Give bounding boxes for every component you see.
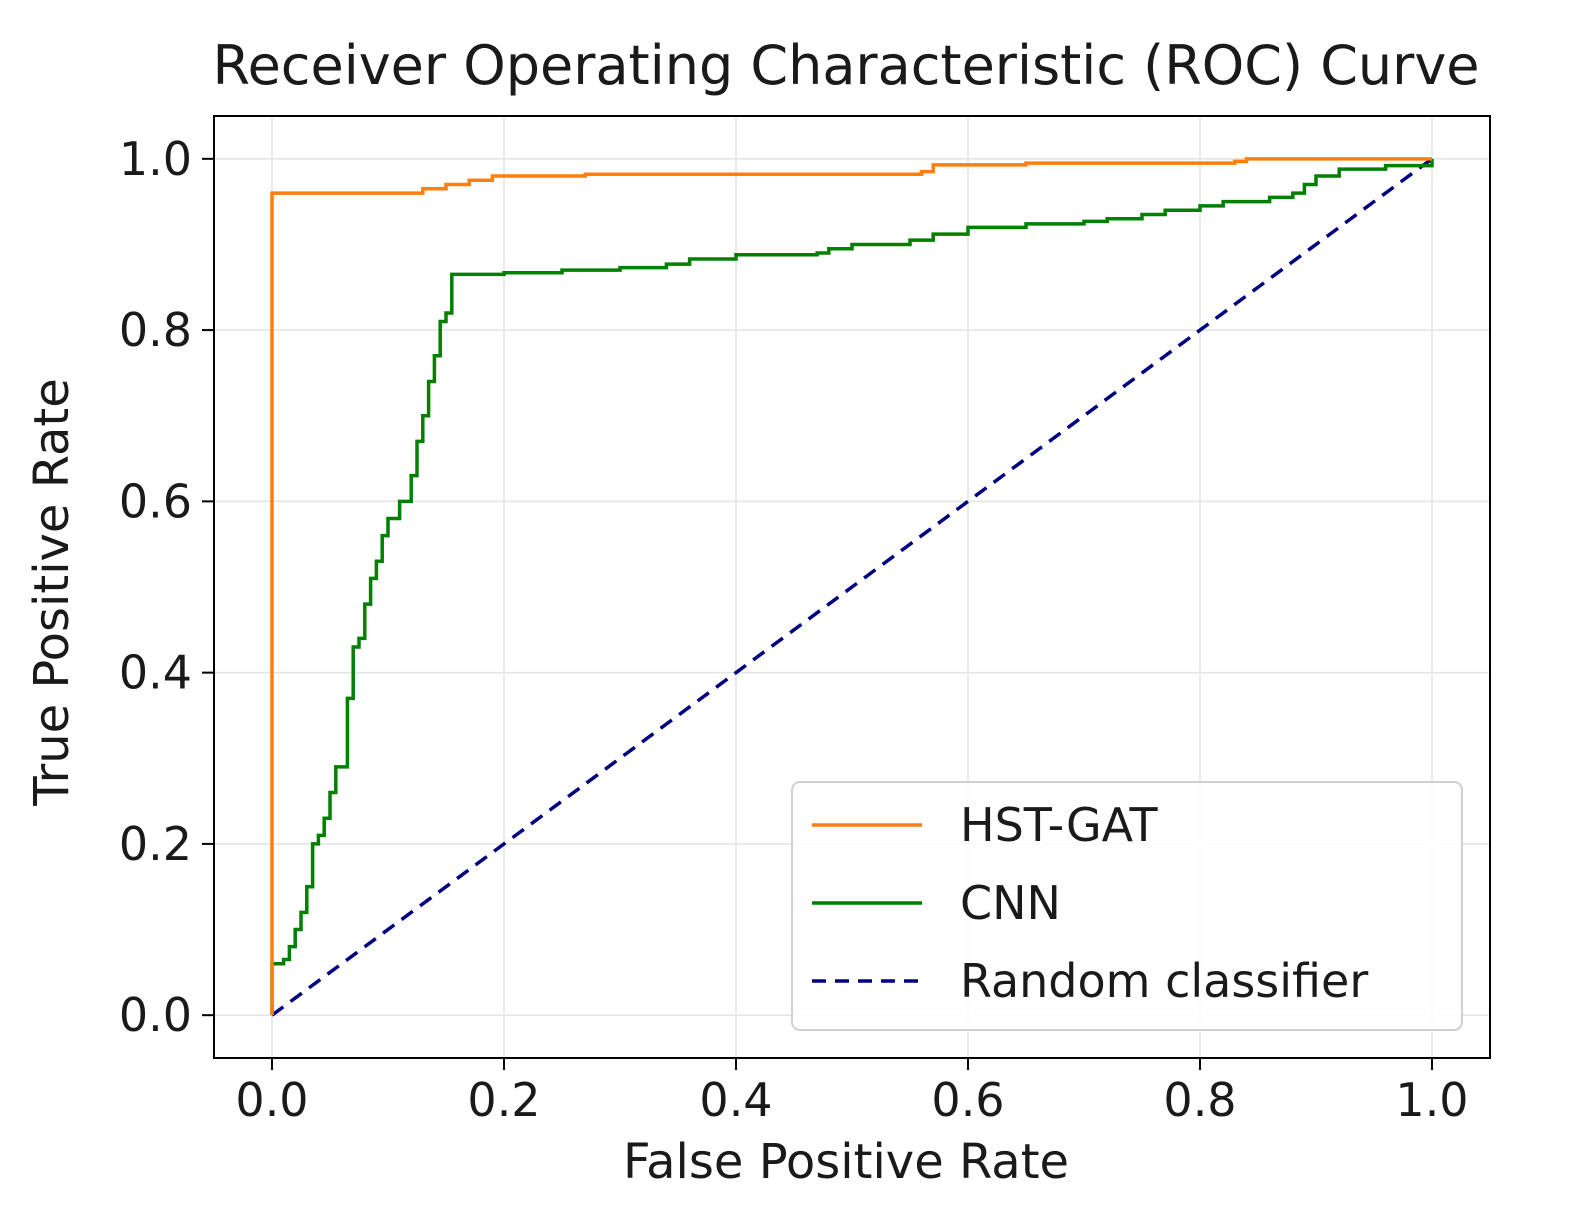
chart-title: Receiver Operating Characteristic (ROC) … (212, 34, 1479, 97)
y-axis-ticks: 0.0 0.2 0.4 0.6 0.8 1.0 (119, 132, 214, 1042)
legend-box (791, 781, 1463, 1031)
series-line-hst-gat (270, 157, 1432, 1016)
y-axis-label: True Positive Rate (24, 378, 80, 807)
y-tick-label: 0.0 (119, 988, 192, 1042)
x-tick-label: 0.4 (699, 1073, 772, 1127)
series-line-cnn (270, 158, 1434, 1016)
series-line-random-classifier (270, 157, 1434, 1017)
legend-label: Random classifier (960, 954, 1368, 1008)
x-axis-ticks: 0.0 0.2 0.4 0.6 0.8 1.0 (235, 1058, 1469, 1127)
y-tick-label: 0.2 (119, 817, 192, 871)
legend-label: CNN (960, 876, 1061, 930)
y-tick-label: 0.8 (119, 303, 192, 357)
y-tick-label: 0.4 (119, 646, 192, 700)
grid-lines (214, 116, 1490, 1058)
legend-entries: HST-GAT CNN Random classifier (812, 798, 1368, 1008)
x-tick-label: 0.2 (467, 1073, 540, 1127)
legend-label: HST-GAT (960, 798, 1158, 852)
y-tick-label: 1.0 (119, 132, 192, 186)
x-axis-label: False Positive Rate (623, 1134, 1069, 1190)
x-tick-label: 0.6 (931, 1073, 1004, 1127)
y-tick-label: 0.6 (119, 474, 192, 528)
x-tick-label: 0.0 (235, 1073, 308, 1127)
x-tick-label: 1.0 (1395, 1073, 1468, 1127)
plot-frame (213, 115, 1491, 1059)
legend: HST-GAT CNN Random classifier (791, 781, 1463, 1031)
x-tick-label: 0.8 (1163, 1073, 1236, 1127)
series-layer (270, 157, 1434, 1017)
